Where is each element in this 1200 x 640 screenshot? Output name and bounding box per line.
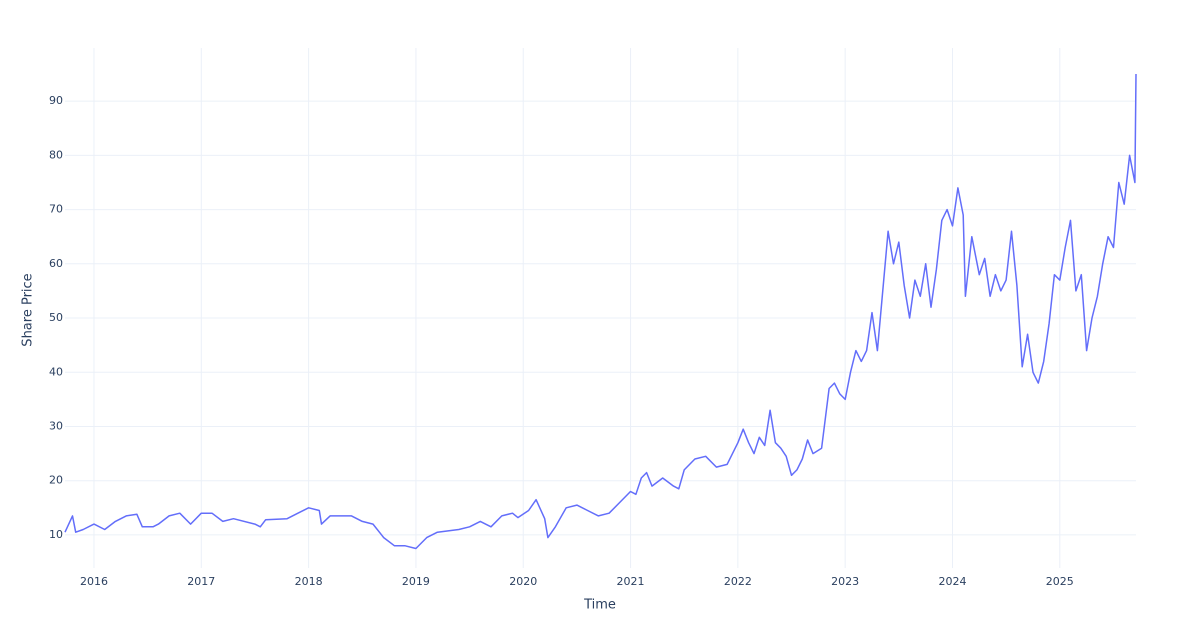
y-tick-label: 90 (49, 94, 63, 107)
y-tick-label: 10 (49, 528, 63, 541)
x-tick-label: 2022 (724, 575, 752, 588)
x-tick-label: 2019 (402, 575, 430, 588)
x-tick-label: 2024 (938, 575, 966, 588)
y-axis-title: Share Price (21, 273, 36, 346)
x-axis-title: Time (583, 598, 616, 613)
x-tick-label: 2023 (831, 575, 859, 588)
y-tick-label: 80 (49, 148, 63, 161)
x-tick-label: 2020 (509, 575, 537, 588)
x-tick-label: 2016 (80, 575, 108, 588)
price-line (64, 73, 1137, 550)
x-tick-label: 2017 (187, 575, 215, 588)
y-tick-label: 50 (49, 311, 63, 324)
x-tick-label: 2018 (295, 575, 323, 588)
x-tick-label: 2025 (1046, 575, 1074, 588)
y-tick-label: 40 (49, 365, 63, 378)
y-tick-label: 60 (49, 257, 63, 270)
y-tick-label: 70 (49, 203, 63, 216)
x-tick-label: 2021 (617, 575, 645, 588)
y-tick-label: 30 (49, 419, 63, 432)
y-tick-label: 20 (49, 474, 63, 487)
